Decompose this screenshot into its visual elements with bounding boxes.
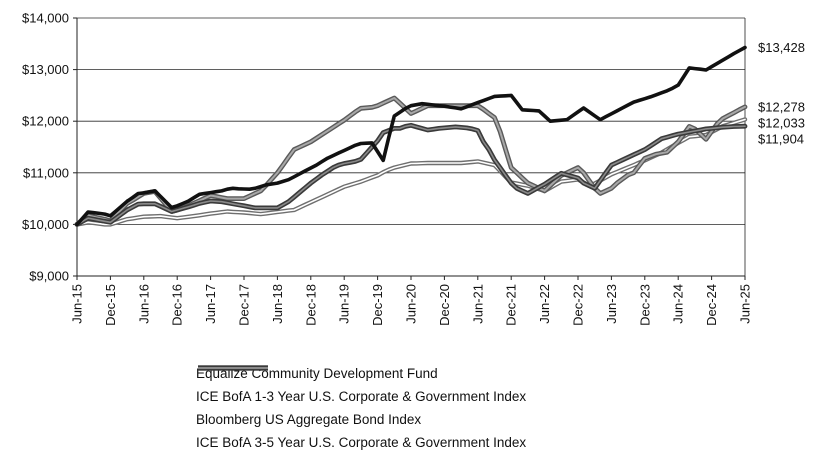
x-tick-label: Dec-15 [103, 284, 118, 326]
x-tick-label: Jun-16 [136, 284, 151, 324]
x-tick-label: Dec-22 [571, 284, 586, 326]
x-tick-label: Dec-20 [437, 284, 452, 326]
end-value-label: $11,904 [758, 131, 804, 146]
series-ice-bofa-1-3-year-u-s-corporate-government-index [74, 117, 748, 227]
y-tick-label: $9,000 [29, 269, 69, 284]
x-tick-label: Jun-18 [270, 284, 285, 324]
y-tick-label: $14,000 [22, 11, 69, 26]
x-tick-label: Dec-16 [170, 284, 185, 326]
y-tick-label: $12,000 [22, 114, 69, 129]
series-line-core [76, 124, 746, 226]
legend: Equalize Community Development Fund ICE B… [196, 362, 756, 454]
end-value-label: $13,428 [758, 40, 805, 55]
x-tick-label: Dec-17 [237, 284, 252, 326]
x-tick-label: Jun-25 [738, 284, 753, 324]
series-lines [74, 45, 748, 227]
series-line [75, 45, 747, 227]
x-tick-label: Dec-19 [370, 284, 385, 326]
end-value-label: $12,278 [758, 99, 805, 114]
y-tick-label: $10,000 [22, 217, 69, 232]
x-tick-label: Dec-24 [704, 284, 719, 326]
legend-item: ICE BofA 1-3 Year U.S. Corporate & Gover… [196, 365, 756, 408]
x-tick-label: Jun-24 [671, 284, 686, 324]
legend-item: Bloomberg US Aggregate Bond Index [196, 365, 756, 431]
legend-item: Equalize Community Development Fund [196, 362, 756, 385]
x-tick-label: Jun-23 [604, 284, 619, 324]
x-tick-label: Dec-23 [637, 284, 652, 326]
x-tick-label: Jun-20 [404, 284, 419, 324]
x-tick-label: Jun-17 [203, 284, 218, 324]
x-tick-label: Jun-19 [337, 284, 352, 324]
legend-swatch [198, 365, 268, 371]
x-tick-label: Dec-18 [303, 284, 318, 326]
legend-label: ICE BofA 1-3 Year U.S. Corporate & Gover… [196, 389, 527, 404]
x-tick-label: Jun-21 [470, 284, 485, 324]
x-tick-label: Jun-15 [70, 284, 85, 324]
legend-label: ICE BofA 3-5 Year U.S. Corporate & Gover… [196, 435, 527, 450]
y-tick-label: $13,000 [22, 62, 69, 77]
end-value-labels: $13,428 $12,278$12,033$11,904 [758, 40, 805, 146]
y-axis-ticks: $9,000 $10,000 $11,000 $12,000 $13,000 $14,00… [22, 11, 77, 284]
x-tick-label: Dec-21 [504, 284, 519, 326]
x-axis-ticks: Jun-15 Dec-15 Jun-16 Dec-16 Jun-17 Dec-17 Jun-… [70, 276, 753, 326]
legend-item: ICE BofA 3-5 Year U.S. Corporate & Gover… [196, 365, 756, 454]
y-tick-label: $11,000 [23, 165, 69, 180]
x-tick-label: Jun-22 [537, 284, 552, 324]
series-equalize-community-development-fund [75, 45, 747, 227]
series-ice-bofa-3-5-year-u-s-corporate-government-index [74, 122, 748, 227]
legend-label: Bloomberg US Aggregate Bond Index [196, 412, 422, 427]
end-value-label: $12,033 [758, 115, 805, 130]
series-line-core [76, 118, 746, 226]
